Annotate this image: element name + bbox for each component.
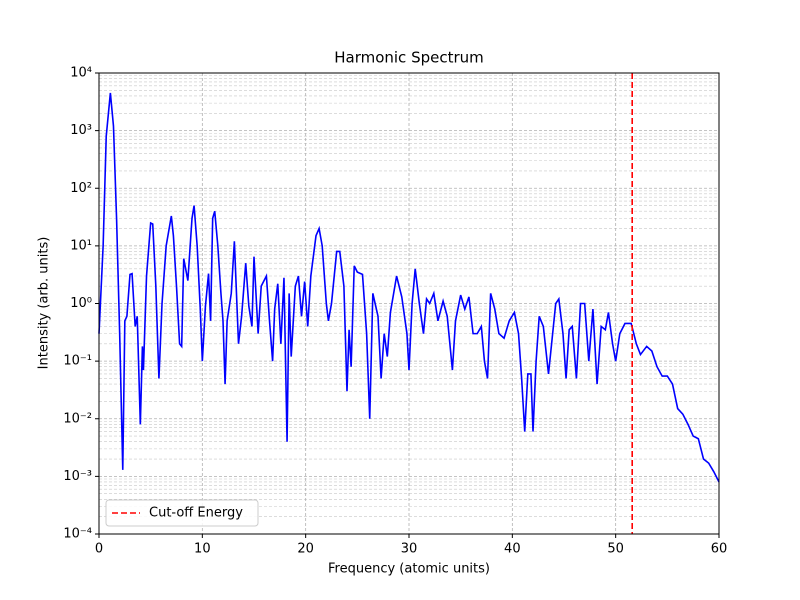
y-axis-label: Intensity (arb. units) (37, 237, 52, 370)
x-tick-label: 0 (95, 542, 103, 557)
chart-title: Harmonic Spectrum (334, 49, 484, 67)
plot-frame (98, 72, 720, 535)
legend-box (105, 499, 259, 527)
y-tick-label: 10⁻¹ (63, 354, 92, 369)
y-tick-label: 10³ (70, 123, 92, 138)
x-tick-label: 30 (401, 542, 418, 557)
y-tick-label: 10⁻² (63, 411, 92, 426)
y-tick-label: 10⁻³ (63, 469, 92, 484)
spectrum-line (98, 92, 720, 483)
legend-label: Cut-off Energy (149, 506, 243, 521)
y-tick-label: 10¹ (70, 238, 92, 253)
x-tick-label: 50 (607, 542, 624, 557)
x-tick-label: 20 (297, 542, 314, 557)
x-tick-label: 40 (504, 542, 521, 557)
y-tick-label: 10² (70, 181, 92, 196)
x-axis-label: Frequency (atomic units) (328, 562, 490, 577)
x-tick-label: 60 (711, 542, 728, 557)
y-tick-label: 10⁻⁴ (63, 527, 92, 542)
y-tick-label: 10⁰ (70, 296, 92, 311)
x-tick-label: 10 (194, 542, 211, 557)
y-tick-label: 10⁴ (70, 66, 92, 81)
